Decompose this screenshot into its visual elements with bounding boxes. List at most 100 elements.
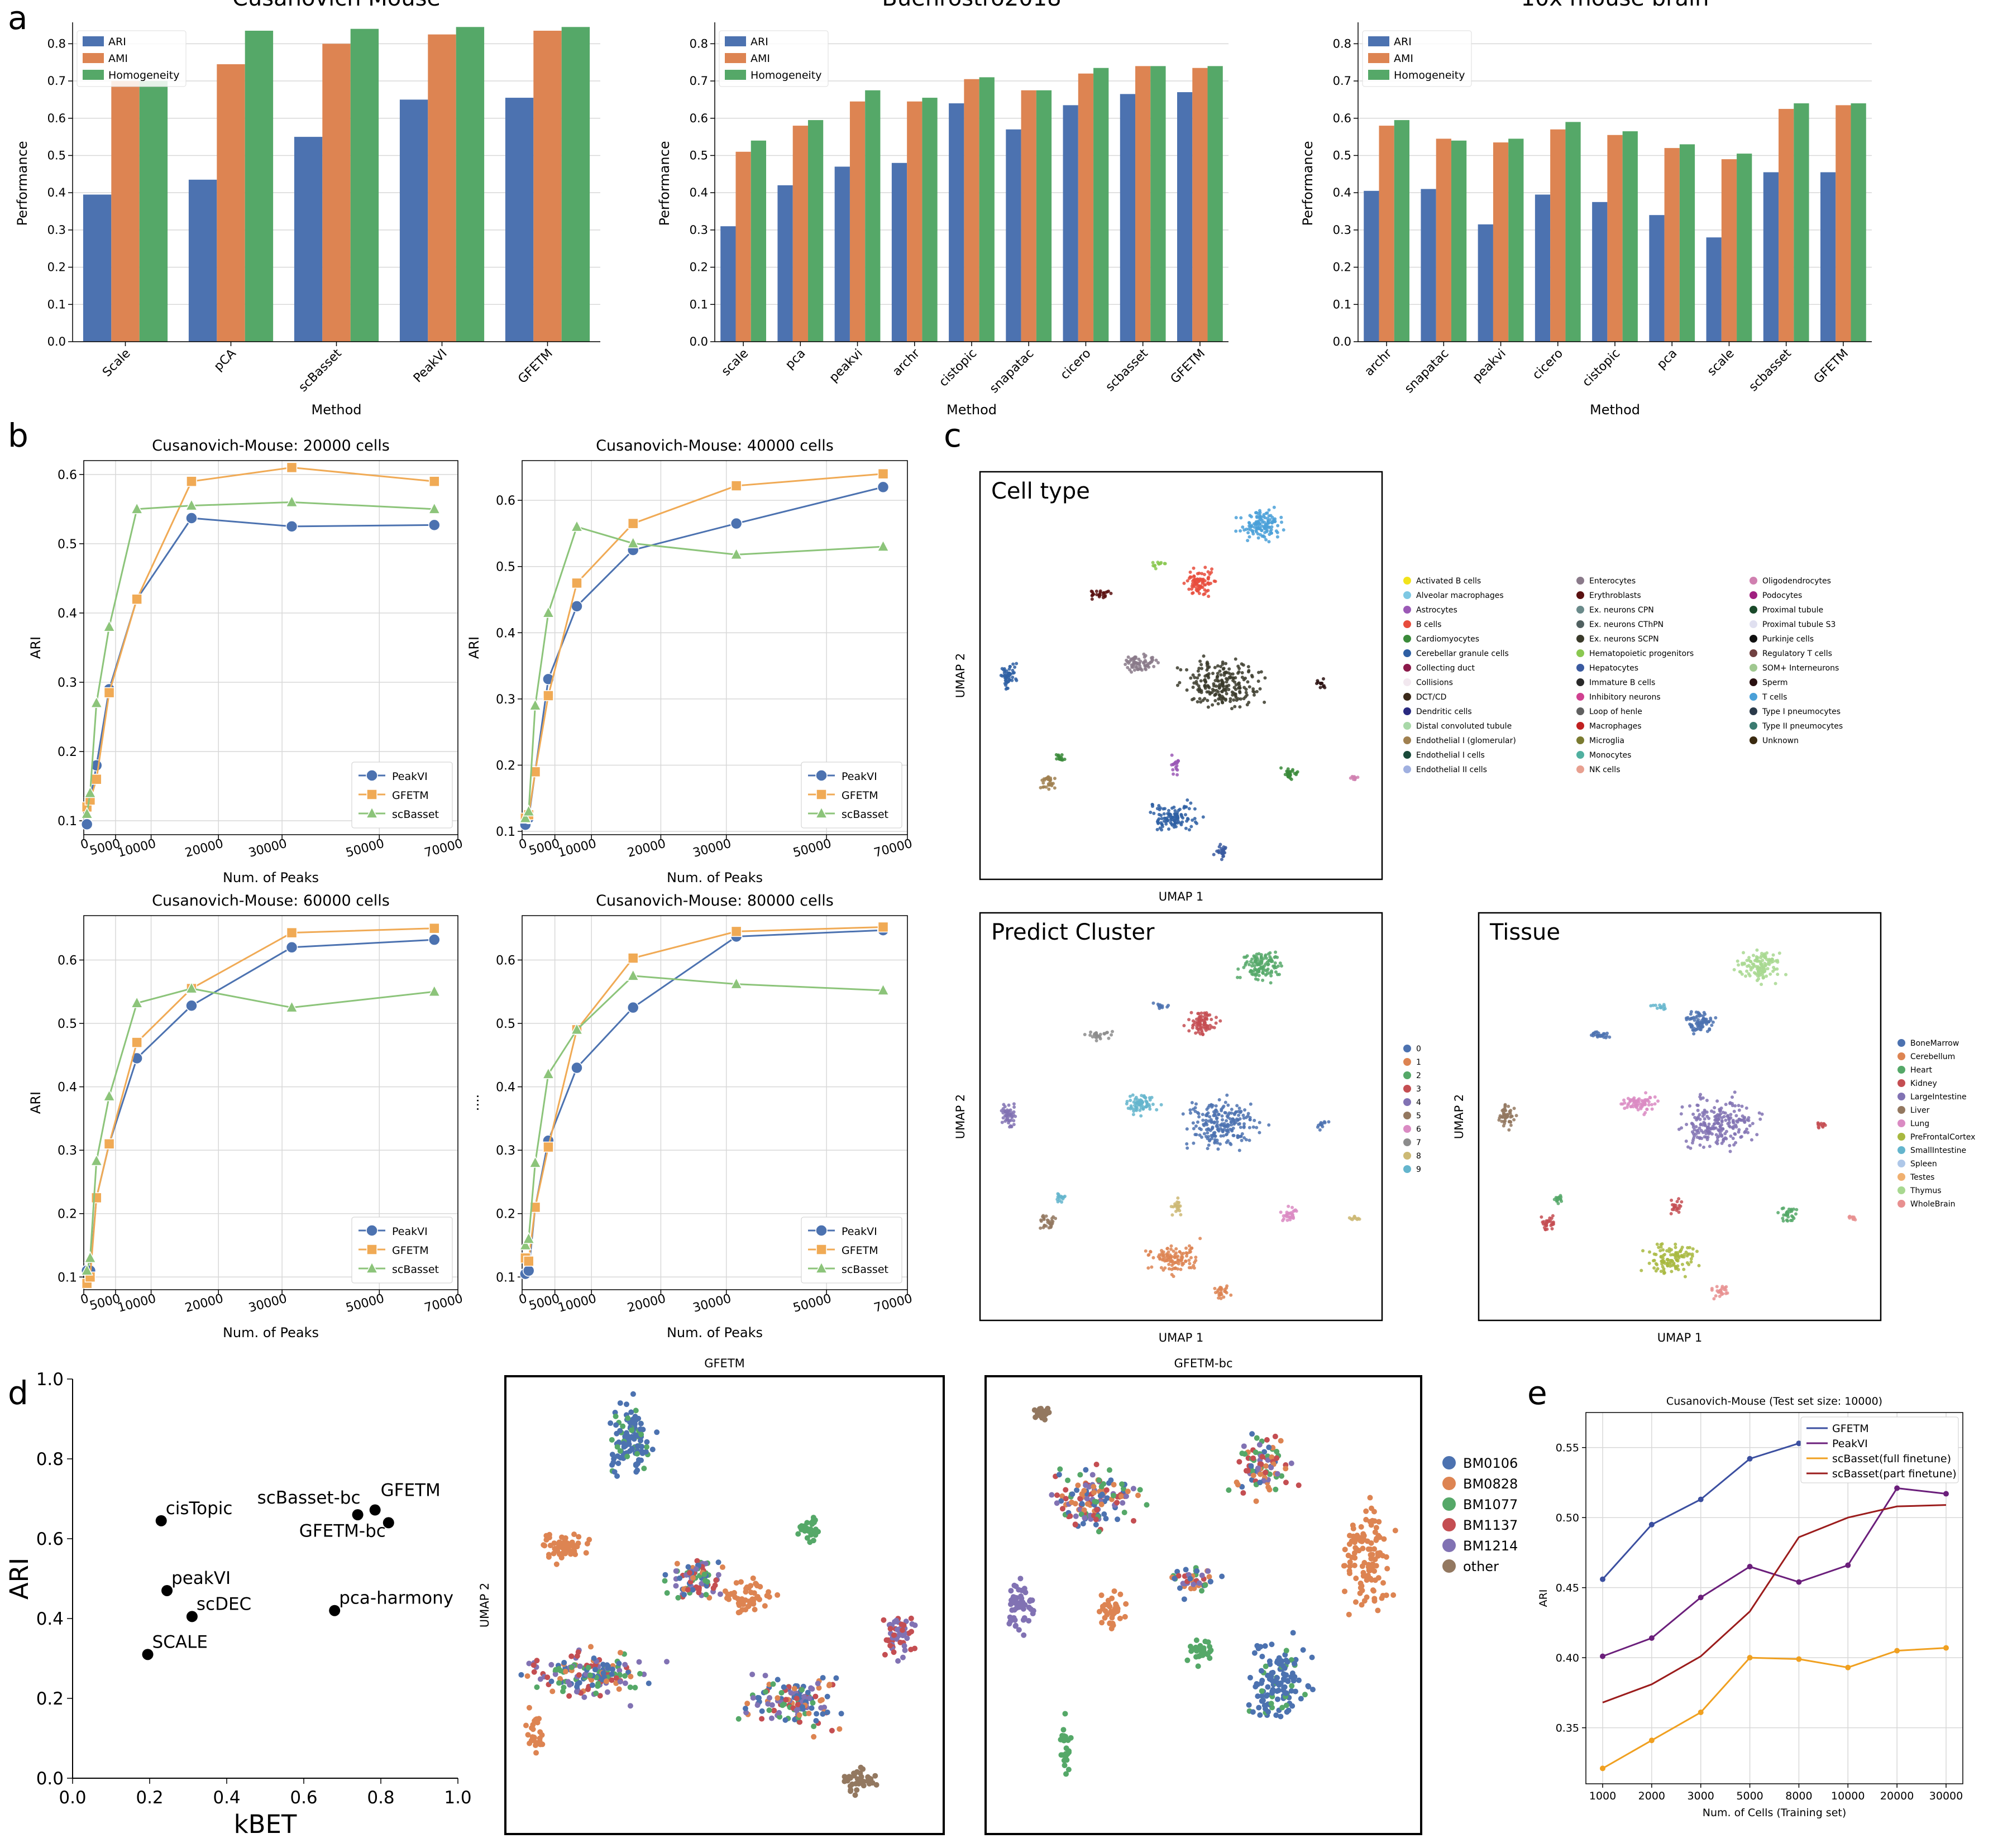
umap-point [1290, 1205, 1294, 1209]
umap-point [1164, 822, 1168, 826]
umap-point [1063, 1496, 1069, 1502]
umap-point [1509, 1123, 1513, 1127]
point-gfetm [91, 1192, 102, 1204]
umap-point [1820, 1124, 1824, 1128]
umap-point [1259, 1693, 1265, 1699]
umap-point [534, 1684, 540, 1690]
umap-point [1245, 1468, 1251, 1474]
umap-point [1164, 1256, 1168, 1260]
umap-point [1173, 809, 1177, 813]
umap-point [630, 1391, 636, 1397]
umap-point [1655, 1263, 1659, 1267]
umap-point [1729, 1113, 1733, 1117]
x-axis-label: Num. of Peaks [223, 1325, 319, 1340]
umap-point [1285, 1210, 1289, 1214]
umap-point [1158, 1256, 1162, 1260]
umap-point [1093, 1461, 1100, 1467]
y-tick-label: 0.5 [690, 149, 708, 162]
umap-point [1081, 1507, 1087, 1513]
umap-point [1264, 511, 1268, 515]
x-tick-label: 10000 [116, 837, 157, 860]
legend-dot [1403, 1098, 1411, 1106]
umap-point [1172, 1249, 1175, 1253]
bar-ami [907, 101, 922, 342]
umap-point [1345, 1552, 1351, 1558]
umap-point [1215, 1120, 1219, 1124]
legend-label: Regulatory T cells [1762, 649, 1832, 658]
umap-point [1231, 678, 1235, 682]
legend-label: Endothelial I cells [1416, 751, 1485, 760]
umap-point [1256, 969, 1260, 973]
umap-point [861, 1783, 867, 1789]
legend-label: Oligodendrocytes [1762, 577, 1831, 586]
point-scbasset [529, 1156, 542, 1168]
umap-point [1214, 1108, 1218, 1112]
umap-point [1695, 1021, 1699, 1025]
umap-point [739, 1596, 745, 1602]
umap-point [1242, 1116, 1246, 1120]
umap-point [1689, 1146, 1693, 1150]
umap-point [1264, 956, 1268, 960]
umap-point [1794, 1212, 1798, 1216]
point-scbasset [185, 981, 198, 994]
series-point [1600, 1576, 1605, 1582]
umap-point [1650, 1103, 1653, 1107]
umap-point [1213, 1291, 1217, 1295]
umap-point [763, 1689, 769, 1695]
umap-point [1700, 1025, 1704, 1029]
legend-dot [1403, 1112, 1411, 1119]
legend-dot [1403, 591, 1411, 599]
x-tick-label: cistopic [1580, 347, 1623, 390]
umap-point [1098, 1592, 1105, 1598]
umap-point [1188, 1262, 1192, 1266]
umap-point [1287, 1204, 1290, 1208]
umap-point [1283, 1466, 1289, 1472]
umap-point [1507, 1128, 1511, 1132]
umap-point [1218, 1019, 1222, 1023]
legend-label: other [1463, 1559, 1499, 1574]
umap-point [1363, 1508, 1369, 1514]
umap-point [1250, 673, 1254, 677]
umap-point [1131, 1113, 1135, 1117]
umap-point [609, 1452, 615, 1458]
x-tick-label: pca [1655, 347, 1680, 372]
umap-point [1011, 662, 1015, 666]
bar-ami [1779, 109, 1794, 342]
series-point [1894, 1648, 1900, 1654]
legend-dot [1897, 1186, 1905, 1194]
y-tick-label: 0.5 [496, 561, 515, 574]
umap-point [617, 1650, 623, 1656]
umap-point [1060, 758, 1064, 762]
umap-point [1109, 591, 1113, 595]
umap-point [912, 1622, 918, 1629]
umap-point [1500, 1119, 1504, 1123]
legend-label: PeakVI [392, 1225, 428, 1238]
umap-point [1157, 817, 1161, 821]
point-gfetm [429, 476, 440, 487]
y-tick-label: 0.2 [58, 745, 77, 759]
umap-point [1185, 1142, 1189, 1146]
umap-point [1670, 1263, 1674, 1267]
point-scbasset [627, 536, 639, 548]
umap-point [1657, 1246, 1661, 1249]
umap-point [1349, 1538, 1355, 1544]
umap-point [1200, 667, 1204, 671]
umap-point [808, 1685, 814, 1691]
umap-point [1688, 1104, 1692, 1108]
umap-point [771, 1707, 777, 1713]
umap-point [842, 1778, 848, 1784]
umap-point [1039, 1218, 1043, 1222]
point-scbasset [130, 996, 144, 1008]
bar-ami [533, 31, 562, 342]
umap-point [1170, 753, 1174, 757]
y-tick-label: 0.5 [1333, 149, 1351, 162]
umap-point [576, 1534, 582, 1540]
umap-point [1108, 1625, 1115, 1631]
umap-point [562, 1549, 568, 1555]
umap-point [625, 1415, 631, 1421]
umap-point [1144, 1502, 1150, 1508]
umap-point [738, 1579, 744, 1585]
y-tick-label: 0.1 [496, 1271, 515, 1285]
umap-point [1732, 968, 1736, 971]
